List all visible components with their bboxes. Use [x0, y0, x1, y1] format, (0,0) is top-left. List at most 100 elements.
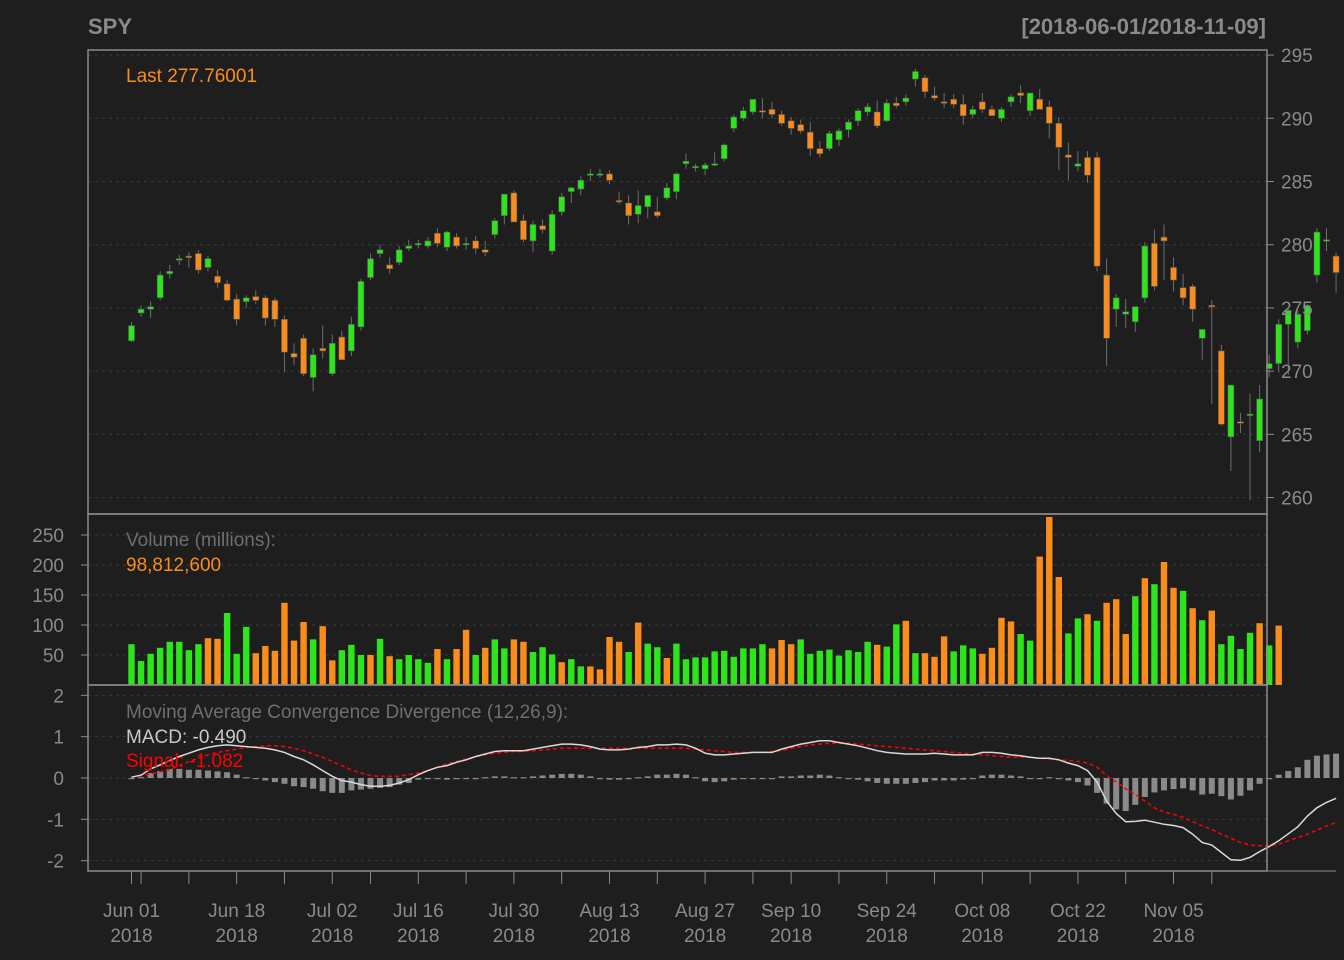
candle-down	[281, 318, 288, 353]
volume-legend-value: 98,812,600	[126, 555, 221, 576]
candle-down	[1218, 350, 1225, 425]
candle-down	[625, 202, 632, 216]
date-tick-year: 2018	[1152, 926, 1194, 947]
macd-histogram-bar	[960, 778, 967, 780]
volume-legend-title: Volume (millions):	[126, 530, 276, 551]
candle-up	[1256, 398, 1263, 441]
macd-histogram-bar	[596, 778, 603, 780]
candle-down	[931, 95, 938, 99]
macd-histogram-bar	[357, 778, 364, 790]
macd-tick-label: -2	[47, 852, 64, 873]
candle-up	[242, 297, 250, 302]
candle-down	[233, 298, 240, 320]
macd-histogram-bar	[855, 778, 862, 780]
volume-bar-up	[1026, 640, 1034, 685]
macd-legend-value: MACD: -0.490	[126, 727, 246, 748]
macd-histogram-bar	[549, 774, 556, 778]
volume-bar-up	[816, 650, 824, 685]
candle-up	[1198, 329, 1206, 339]
volume-bar-up	[845, 650, 852, 685]
volume-bar-down	[1160, 562, 1168, 685]
candle-down	[759, 110, 766, 113]
volume-bar-up	[424, 662, 432, 685]
volume-bar-down	[902, 620, 910, 685]
candle-up	[501, 193, 508, 216]
volume-bar-up	[1017, 634, 1024, 685]
macd-histogram-bar	[386, 778, 393, 788]
candle-down	[319, 348, 327, 352]
macd-histogram-bar	[1180, 778, 1187, 789]
macd-histogram-bar	[558, 773, 565, 778]
candle-up	[587, 173, 594, 176]
date-tick-label: Oct 22	[1050, 901, 1106, 922]
volume-bar-down	[615, 641, 623, 685]
volume-bar-up	[759, 644, 766, 685]
candle-down	[921, 77, 929, 93]
candle-up	[969, 109, 977, 115]
volume-bar-up	[730, 656, 737, 685]
macd-tick-label: -1	[47, 810, 64, 831]
volume-bar-up	[1132, 596, 1139, 685]
candle-up	[1141, 245, 1149, 299]
candle-up	[137, 308, 145, 314]
candle-down	[797, 124, 805, 132]
candle-down	[940, 101, 948, 104]
candle-down	[988, 109, 996, 117]
candle-up	[491, 220, 499, 235]
chart-symbol-title: SPY	[88, 14, 132, 39]
candle-up	[166, 270, 174, 275]
volume-bar-up	[1265, 645, 1273, 685]
macd-histogram-bar	[291, 778, 298, 787]
volume-bar-up	[156, 647, 164, 685]
macd-histogram-bar	[472, 778, 479, 780]
candle-down	[1179, 287, 1187, 299]
candle-up	[902, 97, 910, 103]
price-tick-label: 260	[1281, 489, 1313, 510]
macd-histogram-bar	[1208, 778, 1215, 794]
macd-histogram-bar	[1170, 778, 1177, 790]
candle-down	[950, 99, 957, 105]
candle-down	[434, 233, 441, 244]
volume-bar-up	[338, 650, 346, 685]
candle-up	[682, 160, 690, 165]
volume-bar-up	[912, 653, 919, 685]
macd-histogram-bar	[654, 774, 661, 778]
macd-histogram-bar	[1122, 778, 1129, 812]
macd-histogram-bar	[969, 778, 976, 780]
macd-histogram-bar	[1256, 778, 1263, 784]
macd-histogram-bar	[730, 778, 737, 780]
macd-histogram-bar	[1323, 754, 1330, 778]
macd-histogram-bar	[1189, 778, 1196, 791]
candle-up	[720, 144, 728, 160]
candle-down	[252, 296, 260, 301]
macd-histogram-bar	[587, 776, 594, 778]
candle-up	[596, 173, 604, 176]
candle-up	[424, 240, 432, 247]
volume-bar-up	[415, 659, 422, 685]
candle-down	[959, 104, 967, 117]
volume-bar-up	[348, 644, 355, 685]
volume-bar-up	[548, 654, 556, 685]
candle-up	[1265, 363, 1273, 369]
macd-tick-label: 2	[53, 686, 64, 707]
volume-bar-down	[558, 662, 565, 685]
price-tick-label: 275	[1281, 299, 1313, 320]
volume-bar-up	[960, 645, 967, 685]
volume-bar-up	[376, 638, 384, 685]
candle-down	[185, 255, 193, 258]
volume-bar-up	[1246, 632, 1254, 685]
volume-bar-down	[262, 646, 269, 685]
macd-histogram-bar	[606, 778, 613, 780]
volume-bar-down	[281, 602, 288, 685]
macd-histogram-bar	[176, 768, 183, 778]
macd-histogram-bar	[1199, 778, 1206, 795]
volume-bar-down	[453, 649, 460, 685]
volume-bar-up	[243, 626, 250, 685]
candle-down	[539, 225, 546, 230]
volume-bar-down	[1141, 578, 1149, 685]
macd-histogram-bar	[1151, 778, 1158, 793]
candle-up	[1074, 163, 1082, 167]
candle-up	[883, 102, 891, 122]
candle-up	[634, 205, 642, 215]
